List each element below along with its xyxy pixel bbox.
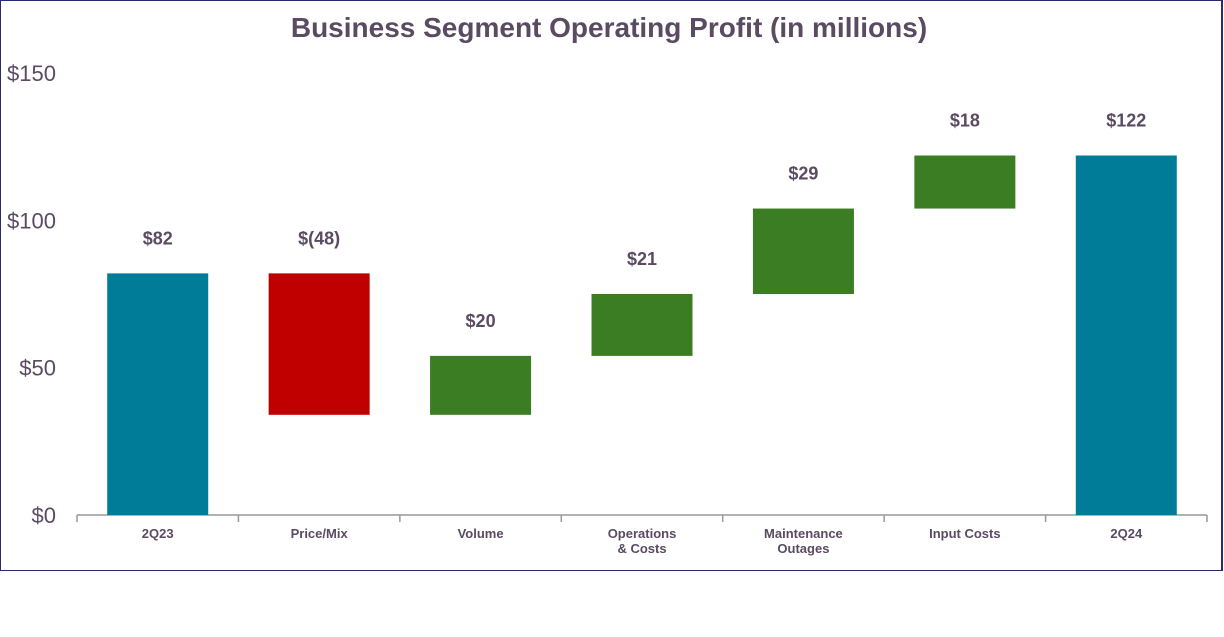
bar-6 [914, 155, 1016, 209]
bar-3 [430, 355, 532, 415]
x-tick-label: Operations & Costs [608, 526, 677, 556]
y-tick-label: $50 [19, 356, 56, 381]
bar-1 [107, 273, 209, 515]
bar-7 [1075, 155, 1177, 516]
x-tick-label: 2Q23 [142, 526, 174, 541]
data-label: $(48) [298, 228, 340, 248]
bar-4 [591, 294, 693, 356]
y-tick-label: $0 [32, 503, 56, 528]
data-label: $122 [1106, 111, 1146, 131]
x-tick-label: 2Q24 [1110, 526, 1143, 541]
x-tick-label: Price/Mix [291, 526, 349, 541]
data-label: $21 [627, 249, 657, 269]
bar-2 [268, 273, 370, 415]
chart-frame [0, 0, 1223, 571]
x-tick-label: Volume [458, 526, 504, 541]
data-label: $18 [950, 111, 980, 131]
data-label: $29 [788, 164, 818, 184]
y-tick-label: $150 [7, 61, 56, 86]
y-tick-label: $100 [7, 208, 56, 233]
bar-5 [752, 208, 854, 294]
x-tick-label: Input Costs [929, 526, 1001, 541]
chart-title: Business Segment Operating Profit (in mi… [290, 12, 928, 43]
data-label: $82 [143, 228, 173, 248]
data-label: $20 [466, 311, 496, 331]
x-tick-label: Maintenance Outages [764, 526, 843, 556]
